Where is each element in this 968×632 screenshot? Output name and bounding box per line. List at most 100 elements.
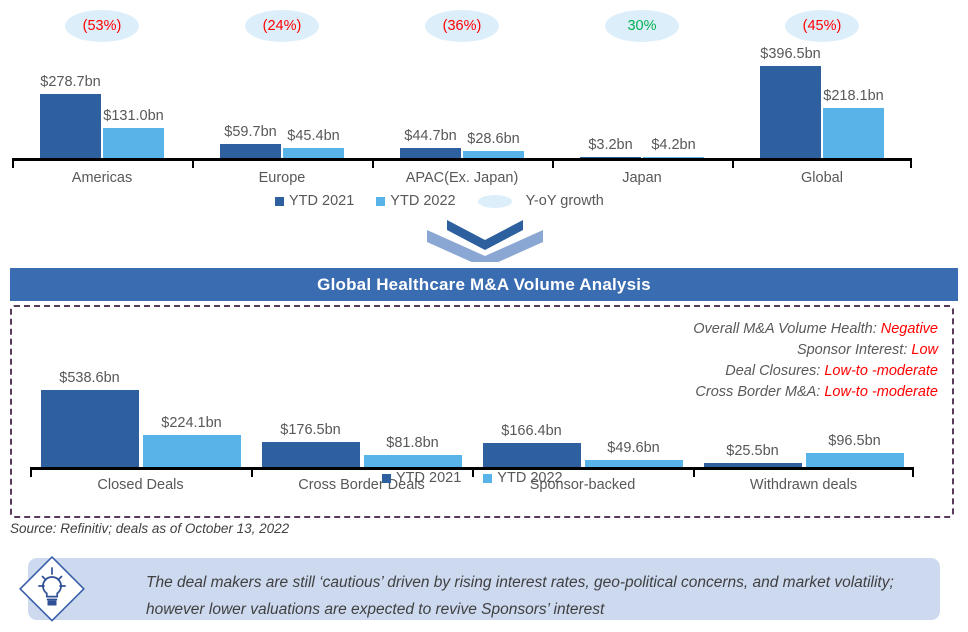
chart-axis-tick [12, 158, 14, 168]
chart-bar-label: $166.4bn [501, 423, 562, 440]
chart-bar [703, 463, 802, 467]
insight-callout-text: The deal makers are still ‘cautious’ dri… [146, 574, 894, 618]
chart-axis-tick [912, 467, 914, 477]
chart-bar [220, 144, 281, 158]
deal-type-volume-chart: $538.6bn $224.1bn Closed Deals $176.5bn $81.… [12, 347, 952, 493]
health-label: Overall M&A Volume Health: [693, 321, 877, 337]
chart-axis-tick [251, 467, 253, 477]
legend-item-ytd-2021: YTD 2021 [275, 193, 354, 209]
chart-category-label: Closed Deals [97, 477, 184, 493]
chart-bar-label: $278.7bn [40, 73, 101, 90]
growth-badge: (53%) [65, 10, 139, 42]
chart-bar [363, 455, 462, 467]
legend-item-ytd-2022: YTD 2022 [376, 193, 456, 209]
growth-badge: (24%) [245, 10, 319, 42]
legend-ellipse-icon [477, 194, 512, 208]
legend-swatch-icon [382, 473, 391, 483]
section-banner: Global Healthcare M&A Volume Analysis [10, 268, 958, 301]
chart-bar-label: $25.5bn [726, 443, 779, 460]
legend-item-ytd-2022: YTD 2022 [483, 470, 563, 486]
health-row: Cross Border M&A: Low-to -moderate [693, 382, 938, 403]
health-row: Deal Closures: Low-to -moderate [693, 361, 938, 382]
health-row: Sponsor Interest: Low [693, 340, 938, 361]
health-value: Low [911, 342, 938, 358]
chart-bar [580, 157, 641, 158]
chart-bar [823, 107, 884, 158]
chart-axis-tick [910, 158, 912, 168]
health-value: Low-to -moderate [824, 363, 938, 379]
health-value: Negative [880, 321, 938, 337]
chart-bar [584, 459, 683, 467]
chart-bar [142, 434, 241, 467]
chart-axis-line [12, 158, 912, 161]
chart-bar [805, 453, 904, 467]
legend-label-ytd-2022: YTD 2022 [390, 193, 456, 209]
chart-bar [283, 147, 344, 158]
regional-volume-chart: $278.7bn $131.0bn Americas $59.7bn $45.4bn Eu… [0, 0, 968, 195]
chart-category-label: Global [801, 170, 843, 186]
growth-badge: 30% [605, 10, 679, 42]
legend-item-growth: Y-oY growth [477, 193, 604, 209]
legend-swatch-icon [483, 473, 493, 483]
chart-category-label: Americas [71, 170, 133, 186]
chart-bar-label: $396.5bn [760, 46, 821, 63]
chart-category-label: Withdrawn deals [749, 477, 858, 493]
chart-bar-label: $44.7bn [404, 127, 457, 144]
chart-bar [261, 441, 360, 467]
health-value: Low-to -moderate [824, 384, 938, 400]
growth-badge: (45%) [785, 10, 859, 42]
lightbulb-icon [18, 555, 86, 623]
chart-category-label: Sponsor-backed [529, 477, 636, 493]
chart-bar [643, 157, 704, 158]
chart-bar [482, 443, 581, 467]
legend-swatch-icon [376, 196, 386, 206]
health-label: Deal Closures: [725, 363, 821, 379]
deal-type-volume-plot: $538.6bn $224.1bn Closed Deals $176.5bn $81.… [12, 347, 952, 493]
chart-bar [400, 147, 461, 158]
chart-category-label: Japan [622, 170, 662, 186]
legend-label-ytd-2022: YTD 2022 [497, 470, 563, 486]
chart-axis-tick [693, 467, 695, 477]
chart-category-label: APAC(Ex. Japan) [405, 170, 519, 186]
growth-badge: (36%) [425, 10, 499, 42]
chart-bar [463, 151, 524, 158]
health-row: Overall M&A Volume Health: Negative [693, 319, 938, 340]
banner-title: Global Healthcare M&A Volume Analysis [317, 274, 651, 294]
chart-axis-tick [192, 158, 194, 168]
chart-bar-label: $176.5bn [280, 421, 341, 438]
legend-swatch-icon [275, 196, 284, 206]
chart-bar [40, 93, 101, 158]
chart-bar [40, 390, 139, 467]
deal-type-volume-legend: YTD 2021 YTD 2022 [382, 470, 585, 486]
chart-bar-label: $538.6bn [59, 370, 120, 387]
chart-axis-tick [552, 158, 554, 168]
chart-bar [103, 127, 164, 158]
chart-bar-label: $49.6bn [607, 439, 660, 456]
analysis-panel: Overall M&A Volume Health: Negative Spon… [10, 305, 954, 518]
chart-bar-label: $96.5bn [828, 433, 881, 450]
health-label: Cross Border M&A: [695, 384, 821, 400]
chart-axis-tick [472, 467, 474, 477]
regional-volume-legend: YTD 2021 YTD 2022 Y-oY growth [275, 193, 626, 209]
health-label: Sponsor Interest: [796, 342, 908, 358]
insight-callout: The deal makers are still ‘cautious’ dri… [28, 558, 940, 620]
chart-bar-label: $59.7bn [224, 124, 277, 141]
chart-bar-label: $45.4bn [287, 127, 340, 144]
legend-item-ytd-2021: YTD 2021 [382, 470, 461, 486]
health-summary: Overall M&A Volume Health: Negative Spon… [693, 319, 938, 403]
source-note: Source: Refinitiv; deals as of October 1… [10, 521, 290, 536]
chart-category-label: Europe [258, 170, 306, 186]
legend-label-ytd-2021: YTD 2021 [289, 193, 355, 209]
chart-bar-label: $28.6bn [467, 131, 520, 148]
chart-bar-label: $4.2bn [651, 137, 696, 154]
chart-category-label: Cross Border Deals [298, 477, 425, 493]
legend-label-growth: Y-oY growth [525, 193, 604, 209]
chart-bar-label: $218.1bn [823, 87, 884, 104]
chart-bar-label: $81.8bn [386, 435, 439, 452]
chevron-down-icon [425, 216, 545, 268]
chart-bar [760, 66, 821, 158]
chart-bar-label: $224.1bn [161, 414, 222, 431]
chart-bar-label: $131.0bn [103, 107, 164, 124]
chart-axis-tick [372, 158, 374, 168]
chart-axis-tick [30, 467, 32, 477]
